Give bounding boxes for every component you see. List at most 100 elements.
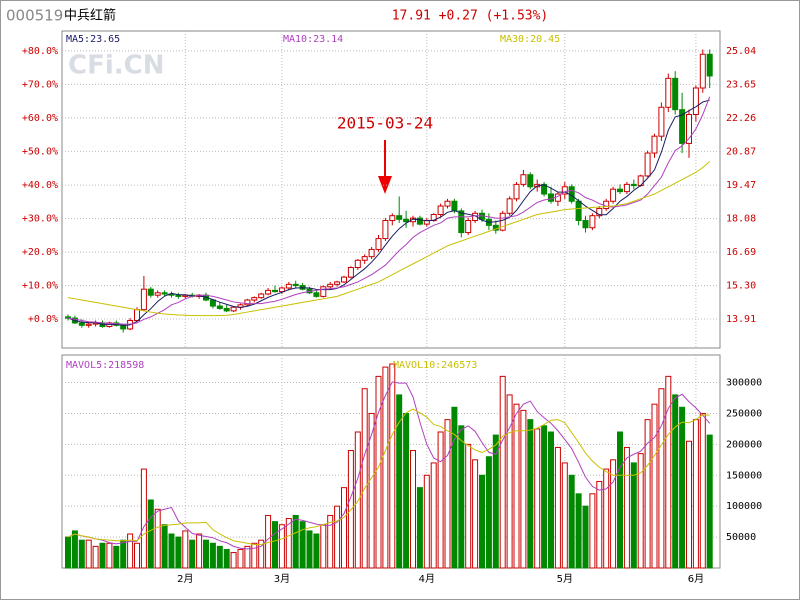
candle-body — [244, 299, 251, 306]
volume-bar — [410, 450, 416, 569]
candle-body — [451, 200, 458, 212]
y2-tick-label: +60.0% — [22, 113, 58, 124]
candle-body — [230, 306, 237, 312]
ma-line — [67, 408, 710, 546]
candle-body — [561, 186, 568, 195]
volume-bar — [71, 530, 78, 569]
volume-bar — [651, 403, 658, 569]
candle-body — [285, 283, 292, 289]
candle-body — [140, 288, 147, 311]
y2-tick-label: +0.0% — [28, 314, 58, 325]
volume-bar — [113, 545, 120, 569]
y-tick-label: 300000 — [726, 378, 762, 389]
volume-bar — [341, 487, 347, 569]
volume-bar — [278, 524, 285, 569]
volume-bar — [182, 530, 189, 569]
candle-body — [575, 200, 582, 222]
volume-bar — [603, 468, 610, 569]
candle-body — [278, 287, 285, 293]
volume-bar — [154, 508, 161, 569]
candle-body — [265, 289, 272, 295]
y-tick-label: 16.69 — [726, 247, 756, 258]
volume-bar — [451, 406, 458, 569]
candle-body — [251, 297, 258, 301]
y-tick-label: 20.87 — [726, 146, 756, 157]
volume-bar — [354, 431, 361, 569]
candle-body — [292, 283, 299, 287]
candle-body — [644, 152, 651, 177]
candle-body — [623, 183, 630, 193]
candle-body — [596, 207, 603, 217]
legend-label: MA5:23.65 — [66, 34, 120, 45]
volume-bar — [499, 375, 506, 569]
stock-name: 中兵红箭 — [64, 8, 116, 24]
y-tick-label: 250000 — [726, 408, 762, 419]
volume-bar — [140, 468, 147, 569]
volume-bar — [437, 431, 444, 569]
candle-body — [354, 259, 361, 268]
volume-bar — [403, 412, 410, 569]
volume-bar — [168, 533, 175, 569]
candle-body — [382, 220, 389, 240]
y-tick-label: 150000 — [726, 470, 762, 481]
volume-bar — [223, 548, 230, 569]
y-tick-label: 200000 — [726, 439, 762, 450]
candle-body — [603, 200, 610, 209]
volume-bar — [492, 434, 499, 569]
volume-bar — [327, 514, 334, 569]
volume-bar — [216, 545, 223, 569]
y2-tick-label: +40.0% — [22, 180, 58, 191]
volume-bar — [513, 403, 520, 569]
candle-body — [458, 210, 465, 234]
ma-line — [67, 96, 711, 325]
volume-bar — [368, 412, 375, 569]
volume-bar — [92, 545, 99, 569]
candle-body — [465, 220, 472, 234]
volume-bar — [479, 474, 485, 569]
candle-body — [320, 286, 327, 297]
candle-body — [161, 292, 168, 295]
candle-body — [444, 200, 451, 207]
candle-body — [410, 217, 416, 223]
volume-bar — [189, 539, 196, 569]
volume-bar — [375, 375, 382, 569]
candle-body — [258, 293, 265, 299]
candle-body — [272, 289, 278, 293]
volume-bar — [472, 459, 479, 569]
quote: 17.91 +0.27 (+1.53%) — [392, 9, 549, 24]
volume-bar — [423, 474, 430, 569]
volume-bar — [292, 514, 299, 569]
volume-bar — [430, 462, 437, 569]
candle-body — [568, 186, 575, 202]
volume-bar — [554, 446, 561, 569]
candle-body — [396, 215, 403, 220]
volume-bar — [396, 394, 403, 569]
candle-body — [223, 307, 230, 312]
volume-bar — [665, 375, 672, 569]
volume-bar — [389, 363, 396, 569]
volume-bar — [175, 536, 182, 569]
price-panel — [61, 30, 721, 349]
candle-body — [630, 183, 637, 187]
candle-body — [548, 193, 554, 202]
y2-tick-label: +30.0% — [22, 214, 58, 225]
ma-line — [67, 381, 711, 550]
volume-bar — [644, 419, 651, 569]
legend-label: MAVOL10:246573 — [393, 360, 477, 371]
y-tick-label: 25.04 — [726, 46, 756, 57]
y-tick-label: 100000 — [726, 501, 762, 512]
candle-body — [513, 183, 520, 200]
x-tick-label: 6月 — [688, 573, 704, 585]
candle-body — [651, 135, 658, 154]
volume-bar — [85, 539, 92, 569]
volume-bar — [541, 425, 548, 569]
x-tick-label: 2月 — [177, 573, 193, 585]
volume-bar — [692, 419, 699, 569]
annotation-arrowhead — [378, 176, 392, 194]
volume-bar — [299, 521, 306, 569]
candle-body — [437, 205, 444, 215]
volume-bar — [706, 434, 713, 569]
volume-bar — [134, 542, 140, 569]
